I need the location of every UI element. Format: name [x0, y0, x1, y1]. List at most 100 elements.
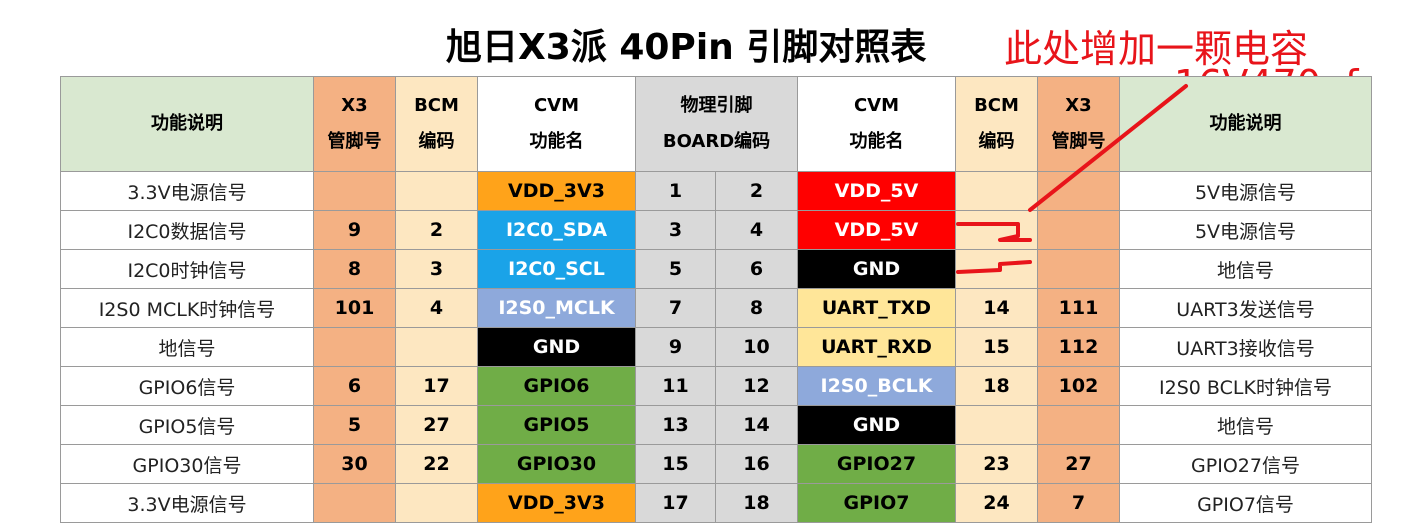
bcm-code-cell[interactable]	[955, 210, 1038, 250]
bcm-code-cell[interactable]	[955, 405, 1038, 445]
func-desc-cell[interactable]: GPIO30信号	[60, 444, 314, 484]
x3-pin-cell[interactable]: 112	[1037, 327, 1120, 367]
bcm-code-cell[interactable]: 22	[395, 444, 478, 484]
bcm-code-cell[interactable]	[395, 483, 478, 523]
capacitor-annotation-text: 此处增加一颗电容	[1004, 27, 1309, 71]
x3-pin-cell[interactable]	[1037, 249, 1120, 289]
bcm-code-cell[interactable]: 23	[955, 444, 1038, 484]
physical-pin-cell[interactable]: 2	[715, 171, 798, 211]
physical-pin-cell[interactable]: 13	[635, 405, 716, 445]
func-desc-cell[interactable]: I2C0数据信号	[60, 210, 314, 250]
bcm-code-cell[interactable]	[955, 249, 1038, 289]
func-desc-cell[interactable]: 地信号	[1119, 249, 1372, 289]
cvm-name-cell[interactable]: GND	[477, 327, 636, 367]
x3-pin-cell[interactable]: 111	[1037, 288, 1120, 328]
cvm-name-cell[interactable]: I2S0_BCLK	[797, 366, 956, 406]
table-row: GPIO5信号 5 27 GPIO5 13 14 GND 地信号	[60, 405, 1372, 445]
header-x3-left: X3 管脚号	[313, 76, 396, 172]
cvm-name-cell[interactable]: I2C0_SDA	[477, 210, 636, 250]
bcm-code-cell[interactable]	[395, 327, 478, 367]
x3-pin-cell[interactable]: 101	[313, 288, 396, 328]
physical-pin-cell[interactable]: 18	[715, 483, 798, 523]
cvm-name-cell[interactable]: GPIO30	[477, 444, 636, 484]
physical-pin-cell[interactable]: 4	[715, 210, 798, 250]
x3-pin-cell[interactable]	[1037, 405, 1120, 445]
func-desc-cell[interactable]: I2S0 BCLK时钟信号	[1119, 366, 1372, 406]
x3-pin-cell[interactable]: 8	[313, 249, 396, 289]
bcm-code-cell[interactable]: 24	[955, 483, 1038, 523]
x3-pin-cell[interactable]: 102	[1037, 366, 1120, 406]
x3-pin-cell[interactable]	[1037, 210, 1120, 250]
table-row: I2S0 MCLK时钟信号 101 4 I2S0_MCLK 7 8 UART_TXD 14 11…	[60, 288, 1372, 328]
func-desc-cell[interactable]: UART3接收信号	[1119, 327, 1372, 367]
cvm-name-cell[interactable]: GPIO6	[477, 366, 636, 406]
func-desc-cell[interactable]: GPIO7信号	[1119, 483, 1372, 523]
bcm-code-cell[interactable]: 14	[955, 288, 1038, 328]
cvm-name-cell[interactable]: GND	[797, 405, 956, 445]
x3-pin-cell[interactable]	[313, 171, 396, 211]
func-desc-cell[interactable]: I2C0时钟信号	[60, 249, 314, 289]
x3-pin-cell[interactable]: 30	[313, 444, 396, 484]
cvm-name-cell[interactable]: VDD_5V	[797, 210, 956, 250]
physical-pin-cell[interactable]: 5	[635, 249, 716, 289]
func-desc-cell[interactable]: 3.3V电源信号	[60, 171, 314, 211]
physical-pin-cell[interactable]: 9	[635, 327, 716, 367]
bcm-code-cell[interactable]	[395, 171, 478, 211]
header-bcm-left: BCM 编码	[395, 76, 478, 172]
x3-pin-cell[interactable]	[1037, 171, 1120, 211]
physical-pin-cell[interactable]: 15	[635, 444, 716, 484]
bcm-code-cell[interactable]: 27	[395, 405, 478, 445]
func-desc-cell[interactable]: 5V电源信号	[1119, 171, 1372, 211]
x3-pin-cell[interactable]	[313, 327, 396, 367]
func-desc-cell[interactable]: 5V电源信号	[1119, 210, 1372, 250]
func-desc-cell[interactable]: I2S0 MCLK时钟信号	[60, 288, 314, 328]
bcm-code-cell[interactable]: 18	[955, 366, 1038, 406]
cvm-name-cell[interactable]: VDD_3V3	[477, 483, 636, 523]
bcm-code-cell[interactable]: 2	[395, 210, 478, 250]
cvm-name-cell[interactable]: UART_RXD	[797, 327, 956, 367]
table-row: GPIO30信号 30 22 GPIO30 15 16 GPIO27 23 27 GPIO27信号	[60, 444, 1372, 484]
pin-table: 功能说明 X3 管脚号 BCM 编码 CVM 功能名 物理引脚 BOARD编码 CVM 功…	[60, 76, 1372, 523]
func-desc-cell[interactable]: GPIO27信号	[1119, 444, 1372, 484]
func-desc-cell[interactable]: 地信号	[1119, 405, 1372, 445]
physical-pin-cell[interactable]: 6	[715, 249, 798, 289]
bcm-code-cell[interactable]: 17	[395, 366, 478, 406]
cvm-name-cell[interactable]: GPIO27	[797, 444, 956, 484]
x3-pin-cell[interactable]	[313, 483, 396, 523]
table-row: 3.3V电源信号 VDD_3V3 17 18 GPIO7 24 7 GPIO7信号	[60, 483, 1372, 523]
func-desc-cell[interactable]: 地信号	[60, 327, 314, 367]
physical-pin-cell[interactable]: 16	[715, 444, 798, 484]
x3-pin-cell[interactable]: 9	[313, 210, 396, 250]
physical-pin-cell[interactable]: 3	[635, 210, 716, 250]
bcm-code-cell[interactable]: 15	[955, 327, 1038, 367]
func-desc-cell[interactable]: UART3发送信号	[1119, 288, 1372, 328]
cvm-name-cell[interactable]: VDD_5V	[797, 171, 956, 211]
x3-pin-cell[interactable]: 27	[1037, 444, 1120, 484]
x3-pin-cell[interactable]: 5	[313, 405, 396, 445]
x3-pin-cell[interactable]: 7	[1037, 483, 1120, 523]
cvm-name-cell[interactable]: GND	[797, 249, 956, 289]
bcm-code-cell[interactable]: 3	[395, 249, 478, 289]
physical-pin-cell[interactable]: 1	[635, 171, 716, 211]
cvm-name-cell[interactable]: VDD_3V3	[477, 171, 636, 211]
func-desc-cell[interactable]: 3.3V电源信号	[60, 483, 314, 523]
cvm-name-cell[interactable]: UART_TXD	[797, 288, 956, 328]
physical-pin-cell[interactable]: 11	[635, 366, 716, 406]
physical-pin-cell[interactable]: 14	[715, 405, 798, 445]
bcm-code-cell[interactable]: 4	[395, 288, 478, 328]
cvm-name-cell[interactable]: I2C0_SCL	[477, 249, 636, 289]
func-desc-cell[interactable]: GPIO6信号	[60, 366, 314, 406]
physical-pin-cell[interactable]: 7	[635, 288, 716, 328]
cvm-name-cell[interactable]: I2S0_MCLK	[477, 288, 636, 328]
bcm-code-cell[interactable]	[955, 171, 1038, 211]
physical-pin-cell[interactable]: 8	[715, 288, 798, 328]
func-desc-cell[interactable]: GPIO5信号	[60, 405, 314, 445]
cvm-name-cell[interactable]: GPIO7	[797, 483, 956, 523]
cvm-name-cell[interactable]: GPIO5	[477, 405, 636, 445]
header-cvm-left: CVM 功能名	[477, 76, 636, 172]
physical-pin-cell[interactable]: 17	[635, 483, 716, 523]
physical-pin-cell[interactable]: 12	[715, 366, 798, 406]
physical-pin-cell[interactable]: 10	[715, 327, 798, 367]
x3-pin-cell[interactable]: 6	[313, 366, 396, 406]
table-row: GPIO6信号 6 17 GPIO6 11 12 I2S0_BCLK 18 102 I2S0 BC…	[60, 366, 1372, 406]
